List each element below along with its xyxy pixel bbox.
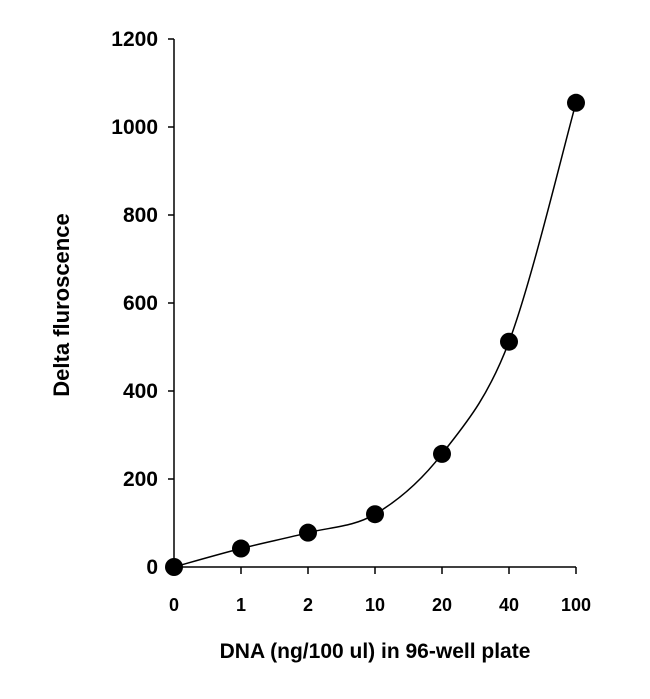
- data-points: [165, 93, 585, 576]
- x-tick-label: 40: [499, 595, 519, 615]
- data-point-0: [165, 558, 183, 576]
- data-point-20: [433, 444, 451, 463]
- x-tick-label: 10: [365, 595, 385, 615]
- y-tick-label: 600: [123, 292, 158, 315]
- y-tick-label: 400: [123, 380, 158, 403]
- x-tick-label: 0: [169, 595, 179, 615]
- x-tick-label: 2: [303, 595, 313, 615]
- x-axis-title: DNA (ng/100 ul) in 96-well plate: [220, 640, 531, 663]
- data-point-10: [366, 505, 384, 524]
- y-tick-label: 800: [123, 204, 158, 227]
- x-tick-label: 1: [236, 595, 246, 615]
- data-point-100: [567, 93, 585, 112]
- y-tick-label: 1200: [111, 28, 158, 51]
- data-point-2: [299, 523, 317, 542]
- fit-curve-group: [173, 102, 577, 568]
- x-axis: 0 1 2 10 20 40 100: [169, 566, 591, 615]
- x-tick-label: 20: [432, 595, 452, 615]
- fit-curve: [173, 102, 577, 568]
- data-point-40: [500, 332, 518, 351]
- y-tick-label: 200: [123, 468, 158, 491]
- y-tick-label: 1000: [111, 116, 158, 139]
- data-point-1: [232, 539, 250, 558]
- y-axis: 0 200 400 600 800 1000 1200: [111, 28, 175, 579]
- x-tick-label: 100: [561, 595, 591, 615]
- y-tick-label: 0: [146, 556, 158, 579]
- y-axis-title: Delta fluroscence: [49, 213, 74, 396]
